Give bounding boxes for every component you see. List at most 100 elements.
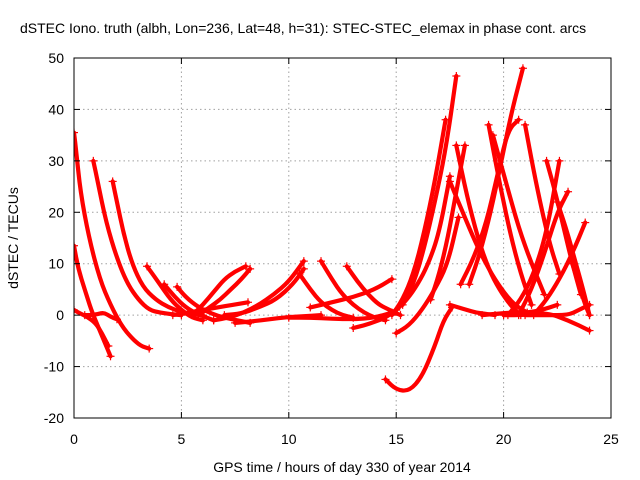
plus-marker bbox=[89, 156, 98, 165]
plus-marker bbox=[396, 311, 405, 320]
series-line bbox=[91, 158, 184, 318]
plus-marker bbox=[499, 311, 508, 320]
plus-marker bbox=[106, 352, 115, 361]
y-tick-label: -20 bbox=[44, 410, 64, 426]
series-line bbox=[447, 179, 530, 315]
series-line bbox=[523, 122, 562, 277]
y-tick-label: -10 bbox=[44, 359, 64, 375]
plus-marker bbox=[478, 311, 487, 320]
plus-marker bbox=[168, 311, 177, 320]
plus-marker bbox=[488, 131, 497, 140]
x-axis-title: GPS time / hours of day 330 of year 2014 bbox=[213, 459, 471, 475]
plus-marker bbox=[454, 213, 463, 222]
plus-marker bbox=[241, 262, 250, 271]
series-line bbox=[383, 305, 455, 393]
series-line bbox=[400, 73, 459, 307]
plus-marker bbox=[349, 313, 358, 322]
plus-marker bbox=[568, 259, 577, 268]
plus-marker bbox=[160, 280, 169, 289]
plus-marker bbox=[460, 141, 469, 150]
plus-marker bbox=[553, 198, 562, 206]
grid bbox=[74, 58, 611, 418]
plus-marker bbox=[80, 311, 89, 320]
series-line bbox=[486, 122, 534, 307]
plus-marker bbox=[299, 257, 308, 266]
plus-marker bbox=[194, 311, 203, 320]
plus-marker bbox=[317, 257, 326, 266]
plus-marker bbox=[243, 298, 252, 307]
plus-marker bbox=[392, 306, 401, 314]
plus-marker bbox=[387, 275, 396, 284]
plus-marker bbox=[555, 156, 564, 165]
plus-marker bbox=[465, 280, 474, 289]
y-tick-label: 10 bbox=[48, 256, 64, 272]
series-line bbox=[344, 264, 403, 318]
plus-marker bbox=[231, 318, 240, 327]
plus-marker bbox=[521, 120, 530, 129]
plot-frame bbox=[73, 57, 612, 419]
plus-marker bbox=[104, 342, 113, 350]
plus-marker bbox=[74, 128, 78, 137]
series-line bbox=[190, 264, 248, 318]
series-line bbox=[501, 311, 592, 333]
plus-marker bbox=[456, 280, 465, 289]
x-tick-label: 25 bbox=[603, 431, 619, 447]
plus-marker bbox=[426, 295, 435, 304]
plus-marker bbox=[342, 262, 351, 271]
series-line bbox=[516, 189, 571, 318]
plus-marker bbox=[581, 218, 590, 227]
plus-marker bbox=[306, 303, 315, 312]
plus-marker bbox=[452, 141, 461, 150]
plus-marker bbox=[392, 329, 401, 338]
series-line bbox=[531, 220, 588, 318]
plus-marker bbox=[398, 300, 407, 309]
series-line bbox=[555, 199, 592, 318]
y-axis-title: dSTEC / TECUs bbox=[5, 187, 21, 289]
plus-marker bbox=[518, 64, 527, 73]
series-line bbox=[286, 310, 394, 322]
plus-marker bbox=[514, 115, 523, 124]
plus-marker bbox=[74, 241, 78, 250]
plus-marker bbox=[564, 187, 573, 196]
plus-marker bbox=[387, 311, 396, 320]
plus-marker bbox=[145, 344, 154, 353]
plus-marker bbox=[452, 72, 461, 80]
y-tick-label: 40 bbox=[48, 101, 64, 117]
series-line bbox=[162, 282, 216, 323]
series-line bbox=[454, 143, 523, 318]
series-line bbox=[74, 130, 152, 351]
plus-marker bbox=[284, 313, 293, 322]
series-line bbox=[351, 307, 399, 331]
series-line bbox=[458, 117, 521, 287]
plus-marker bbox=[585, 311, 594, 320]
plus-marker bbox=[553, 300, 562, 309]
chart-title: dSTEC Iono. truth (albh, Lon=236, Lat=48… bbox=[20, 20, 586, 36]
plus-marker bbox=[381, 375, 390, 384]
series-line bbox=[490, 133, 547, 297]
series-line bbox=[505, 158, 562, 318]
x-tick-label: 15 bbox=[388, 431, 404, 447]
plus-marker bbox=[112, 315, 121, 324]
plus-marker bbox=[527, 300, 536, 309]
plus-marker bbox=[349, 324, 358, 332]
series-line bbox=[196, 266, 253, 318]
plus-marker bbox=[585, 300, 594, 309]
x-tick-label: 20 bbox=[496, 431, 512, 447]
plus-marker bbox=[445, 300, 454, 309]
plus-marker bbox=[108, 177, 117, 186]
plus-marker bbox=[74, 306, 78, 314]
plus-marker bbox=[143, 262, 152, 271]
y-tick-label: 20 bbox=[48, 204, 64, 220]
plus-marker bbox=[295, 270, 304, 278]
series-line bbox=[394, 215, 461, 336]
y-tick-label: 50 bbox=[48, 50, 64, 66]
axis-ticks: 0 5 10 15 20 25 -20 -10 0 10 20 30 40 50 bbox=[44, 50, 619, 447]
plus-marker bbox=[220, 311, 229, 320]
x-tick-label: 0 bbox=[70, 431, 78, 447]
data-series bbox=[74, 64, 594, 393]
x-tick-label: 10 bbox=[281, 431, 297, 447]
plus-marker bbox=[299, 264, 308, 273]
plus-marker bbox=[542, 156, 551, 165]
